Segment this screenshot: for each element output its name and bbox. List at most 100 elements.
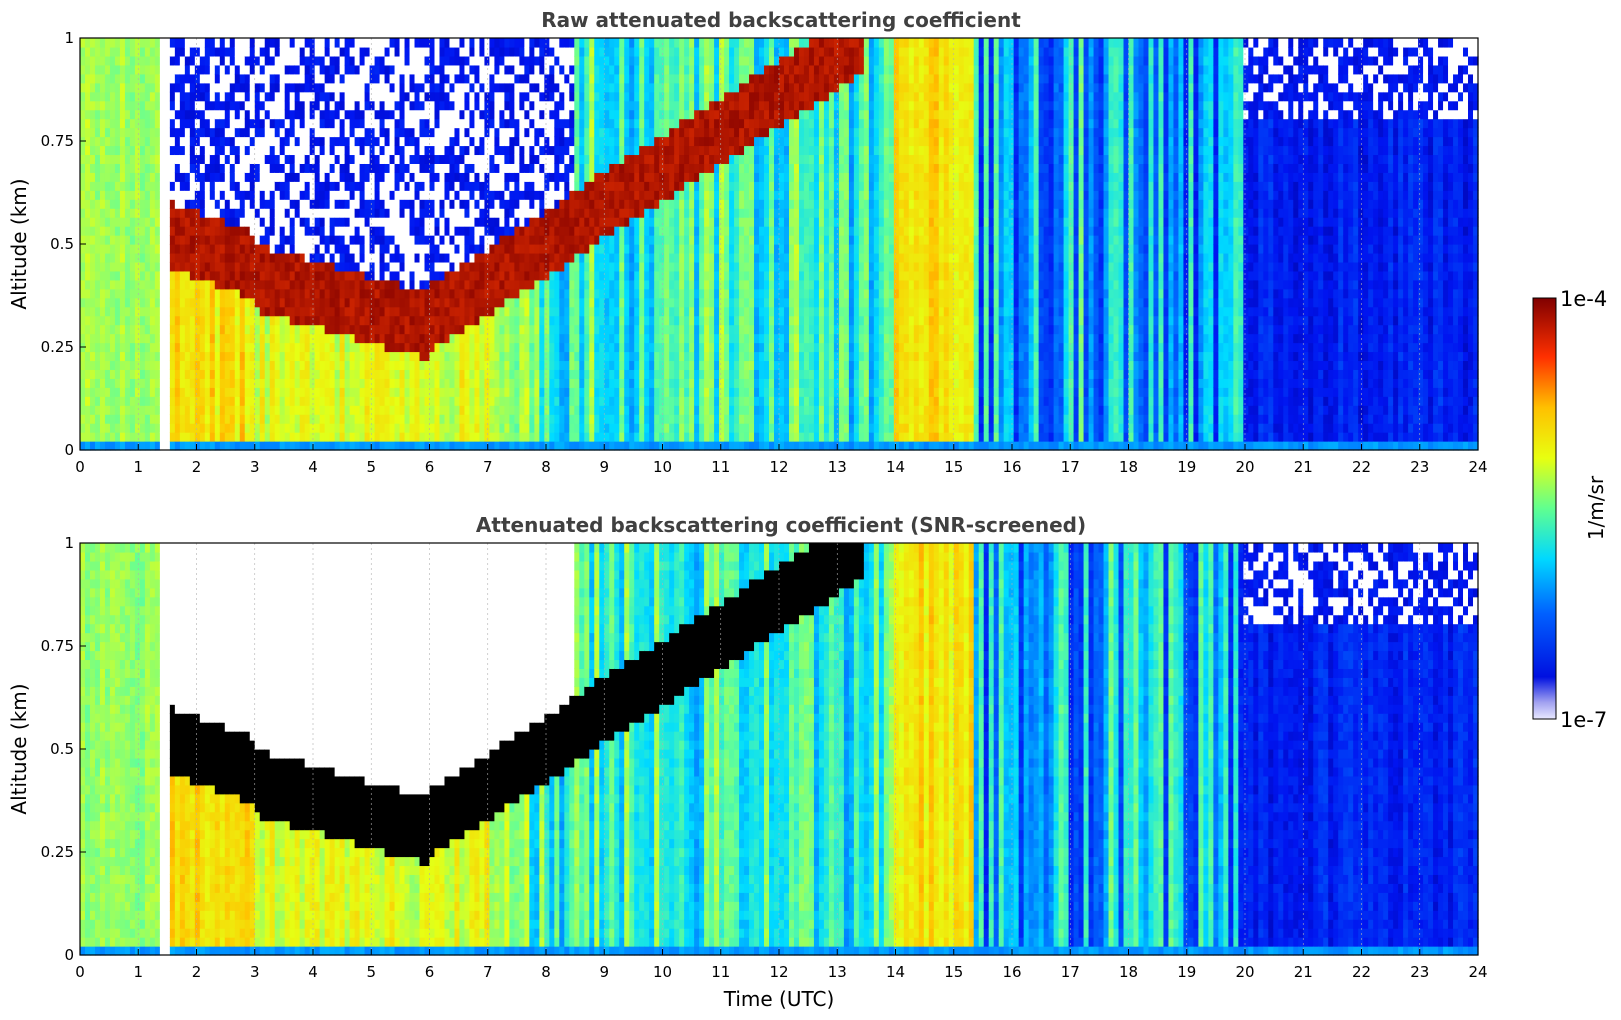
heatmap-cell [584,307,590,317]
heatmap-cell [145,334,151,344]
heatmap-cell [220,154,226,164]
heatmap-cell [85,334,91,344]
heatmap-cell [210,65,216,75]
heatmap-cell [449,181,455,191]
heatmap-cell [105,405,111,415]
heatmap-cell [350,262,356,272]
heatmap-cell [534,441,540,451]
heatmap-cell [579,387,585,397]
heatmap-cell [464,145,470,155]
heatmap-cell [120,262,126,272]
heatmap-cell [100,163,106,173]
heatmap-cell [504,414,510,424]
heatmap-cell [215,199,221,209]
heatmap-cell [444,92,450,102]
heatmap-cell [320,92,326,102]
heatmap-cell [170,137,176,147]
heatmap-cell [325,271,331,281]
heatmap-cell [305,199,311,209]
heatmap-cell [365,244,371,254]
heatmap-cell [340,369,346,379]
heatmap-cell [325,343,331,353]
heatmap-cell [459,351,465,361]
heatmap-cell [589,262,595,272]
heatmap-cell [290,217,296,227]
heatmap-cell [444,74,450,84]
heatmap-cell [330,137,336,147]
heatmap-cell [385,65,391,75]
heatmap-cell [420,244,426,254]
heatmap-cell [225,92,231,102]
heatmap-cell [210,289,216,299]
heatmap-cell [130,65,136,75]
heatmap-cell [464,441,470,451]
heatmap-cell [210,145,216,155]
heatmap-cell [395,145,401,155]
heatmap-cell [509,298,515,308]
heatmap-cell [539,154,545,164]
heatmap-cell [434,172,440,182]
heatmap-cell [415,253,421,263]
heatmap-cell [514,262,520,272]
heatmap-cell [330,271,336,281]
heatmap-cell [395,334,401,344]
heatmap-cell [155,208,161,218]
heatmap-cell [180,235,186,245]
heatmap-cell [509,316,515,326]
heatmap-cell [90,387,96,397]
heatmap-cell [489,334,495,344]
heatmap-cell [290,235,296,245]
heatmap-cell [170,226,176,236]
heatmap-cell [489,163,495,173]
heatmap-cell [265,253,271,263]
heatmap-cell [524,190,530,200]
heatmap-cell [195,316,201,326]
heatmap-cell [130,83,136,93]
heatmap-cell [95,244,101,254]
heatmap-cell [484,271,490,281]
heatmap-cell [240,217,246,227]
heatmap-cell [265,119,271,129]
heatmap-cell [325,441,331,451]
heatmap-cell [569,235,575,245]
heatmap-cell [464,235,470,245]
heatmap-cell [534,137,540,147]
heatmap-cell [160,387,166,397]
heatmap-cell [125,351,131,361]
heatmap-cell [484,351,490,361]
heatmap-cell [330,423,336,433]
heatmap-cell [489,145,495,155]
heatmap-cell [554,325,560,335]
heatmap-cell [135,351,141,361]
heatmap-cell [180,262,186,272]
heatmap-cell [95,325,101,335]
heatmap-cell [405,253,411,263]
heatmap-cell [240,208,246,218]
heatmap-cell [215,47,221,57]
heatmap-cell [135,56,141,66]
heatmap-cell [160,262,166,272]
heatmap-cell [80,92,86,102]
heatmap-cell [100,137,106,147]
heatmap-cell [225,83,231,93]
heatmap-cell [514,92,520,102]
heatmap-cell [160,145,166,155]
heatmap-cell [150,181,156,191]
heatmap-cell [559,74,565,84]
heatmap-cell [395,423,401,433]
heatmap-cell [230,396,236,406]
heatmap-cell [200,289,206,299]
heatmap-cell [524,92,530,102]
heatmap-cell [549,172,555,182]
heatmap-cell [120,414,126,424]
heatmap-cell [499,190,505,200]
heatmap-cell [305,181,311,191]
heatmap-cell [365,172,371,182]
heatmap-cell [574,262,580,272]
heatmap-cell [120,235,126,245]
heatmap-cell [105,378,111,388]
heatmap-cell [474,137,480,147]
heatmap-cell [554,38,560,48]
heatmap-cell [95,101,101,111]
heatmap-cell [325,423,331,433]
